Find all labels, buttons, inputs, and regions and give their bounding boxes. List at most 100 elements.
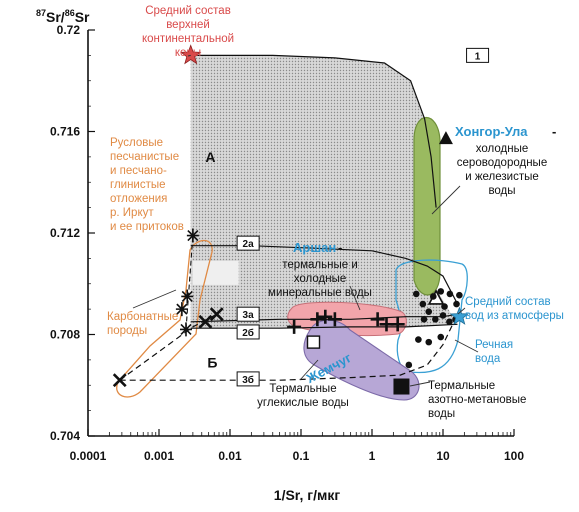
annotation-dash: - xyxy=(338,240,342,255)
mixing-line-label-box xyxy=(236,371,260,387)
data-point-asterisk xyxy=(179,322,192,337)
annotation-riverbed: и ее притоков xyxy=(110,221,184,233)
leader-line xyxy=(457,307,466,315)
x-axis-title: 1/Sr, г/мкг xyxy=(274,487,341,503)
mixing-line-label-box xyxy=(236,324,260,340)
data-point-dot xyxy=(453,300,460,308)
points-layer xyxy=(112,44,469,395)
data-point-dot xyxy=(415,336,422,343)
data-point-plus xyxy=(287,319,302,334)
annotation-crust: верхней xyxy=(166,19,210,31)
data-point-dot xyxy=(437,288,445,295)
region-letter: А xyxy=(205,149,215,165)
data-point-dot xyxy=(425,338,433,346)
annotation-riverbed: р. Иркут xyxy=(110,207,154,219)
leader-line xyxy=(299,359,319,381)
data-point-star-blue xyxy=(449,306,469,325)
data-point-plus xyxy=(390,317,405,332)
data-point-dot xyxy=(429,293,437,300)
x-tick-label: 0.0001 xyxy=(70,449,107,463)
zhemchug-envelope xyxy=(303,319,420,401)
annotation-riverbed: глинистые xyxy=(110,179,166,191)
data-point-cross xyxy=(198,314,213,329)
leader-line xyxy=(349,285,361,311)
x-tick-label: 0.1 xyxy=(293,449,310,463)
annotation-riverbed: отложения xyxy=(110,193,167,205)
leader-line xyxy=(454,339,479,353)
annotation-riverbed: и песчано- xyxy=(110,165,167,177)
annotation-river: вода xyxy=(475,353,501,365)
annotation-thermal_co2: углекислые воды xyxy=(257,397,349,409)
axes-layer: 0.0001 0.001 0.01 0.1 1 10 100 0.704 0.708 0.712 0… xyxy=(36,8,524,503)
annotation-river: Речная xyxy=(475,339,513,351)
annotation-arshan_title: Аршан xyxy=(293,240,336,255)
mixing-line-label: 3а xyxy=(243,310,255,321)
carbonate-dashed-line xyxy=(119,313,217,381)
data-point-dot xyxy=(405,361,413,369)
annotation-khongor_title: Хонгор-Ула xyxy=(455,124,528,139)
annotation-khongor_desc: холодные xyxy=(476,143,528,155)
annotation-riverbed: Русловые xyxy=(110,137,163,149)
mixing-lines-layer: 1 2а 3а 2б 3б xyxy=(119,47,490,387)
region-a-stipple xyxy=(190,55,458,329)
annotation-riverbed: песчанистые xyxy=(110,151,179,163)
leader-line xyxy=(409,381,431,387)
annotation-carbonate: Карбонатные xyxy=(107,311,178,323)
x-tick-label: 0.001 xyxy=(144,449,174,463)
data-point-square-filled xyxy=(393,378,410,395)
y-tick-label: 0.716 xyxy=(50,125,80,139)
data-point-plus xyxy=(370,312,385,327)
annotation-crust: континентальной xyxy=(142,33,234,45)
annotation-khongor_desc: воды xyxy=(488,185,515,197)
leader-line xyxy=(132,289,177,309)
annotation-arshan_desc: холодные xyxy=(294,273,346,285)
mixing-line-3б xyxy=(119,313,459,381)
annotation-arshan_desc: термальные и xyxy=(282,259,358,271)
data-point-dot xyxy=(456,291,463,299)
data-point-dot xyxy=(425,308,433,315)
region-a-blank xyxy=(192,260,239,285)
data-point-asterisk xyxy=(181,289,194,304)
annotation-carbonate: породы xyxy=(107,325,147,337)
data-point-dot xyxy=(439,312,447,319)
regions-layer xyxy=(116,55,468,401)
mixing-line-label: 2б xyxy=(242,327,254,339)
mixing-line-1 xyxy=(190,54,437,208)
data-point-dot xyxy=(419,300,427,308)
annotation-thermal_n2: Термальные xyxy=(428,380,495,392)
mixing-line-label: 2а xyxy=(243,239,255,250)
x-tick-label: 100 xyxy=(504,449,524,463)
data-point-square-open xyxy=(306,335,321,349)
data-point-dot xyxy=(441,303,448,310)
y-tick-label: 0.72 xyxy=(57,23,81,37)
data-point-dot xyxy=(432,315,439,323)
data-point-plus xyxy=(318,309,333,324)
annotation-atm: Средний состав xyxy=(465,296,551,308)
data-point-dot xyxy=(437,333,445,341)
data-point-cross xyxy=(209,307,224,322)
text-layer: А Б Средний состав верхней континентальной ко… xyxy=(107,5,564,420)
data-point-cross xyxy=(112,373,127,388)
mixing-line-label-box xyxy=(236,235,260,251)
x-tick-label: 10 xyxy=(436,449,450,463)
y-axis-title: 87Sr/86Sr xyxy=(36,8,90,25)
annotation-khongor_desc: сероводородные xyxy=(457,157,547,169)
y-tick-label: 0.708 xyxy=(50,328,80,342)
data-point-star-red xyxy=(180,44,202,65)
data-point-triangle-filled xyxy=(438,131,453,145)
x-tick-label: 0.01 xyxy=(218,449,242,463)
data-point-dot xyxy=(446,290,454,298)
mixing-line-label-box xyxy=(466,47,490,63)
river-water-envelope xyxy=(395,259,468,374)
annotation-thermal_n2: азотно-метановые xyxy=(428,394,526,406)
y-tick-label: 0.704 xyxy=(50,429,80,443)
annotation-arshan_desc: минеральные воды xyxy=(268,287,372,299)
data-point-dot xyxy=(446,318,453,326)
mixing-line-2а xyxy=(190,245,459,305)
mixing-line-label-box xyxy=(236,306,260,322)
data-point-plus xyxy=(310,312,325,327)
data-point-asterisk xyxy=(175,302,188,317)
annotation-crust: коры xyxy=(175,47,201,59)
x-tick-label: 1 xyxy=(369,449,376,463)
